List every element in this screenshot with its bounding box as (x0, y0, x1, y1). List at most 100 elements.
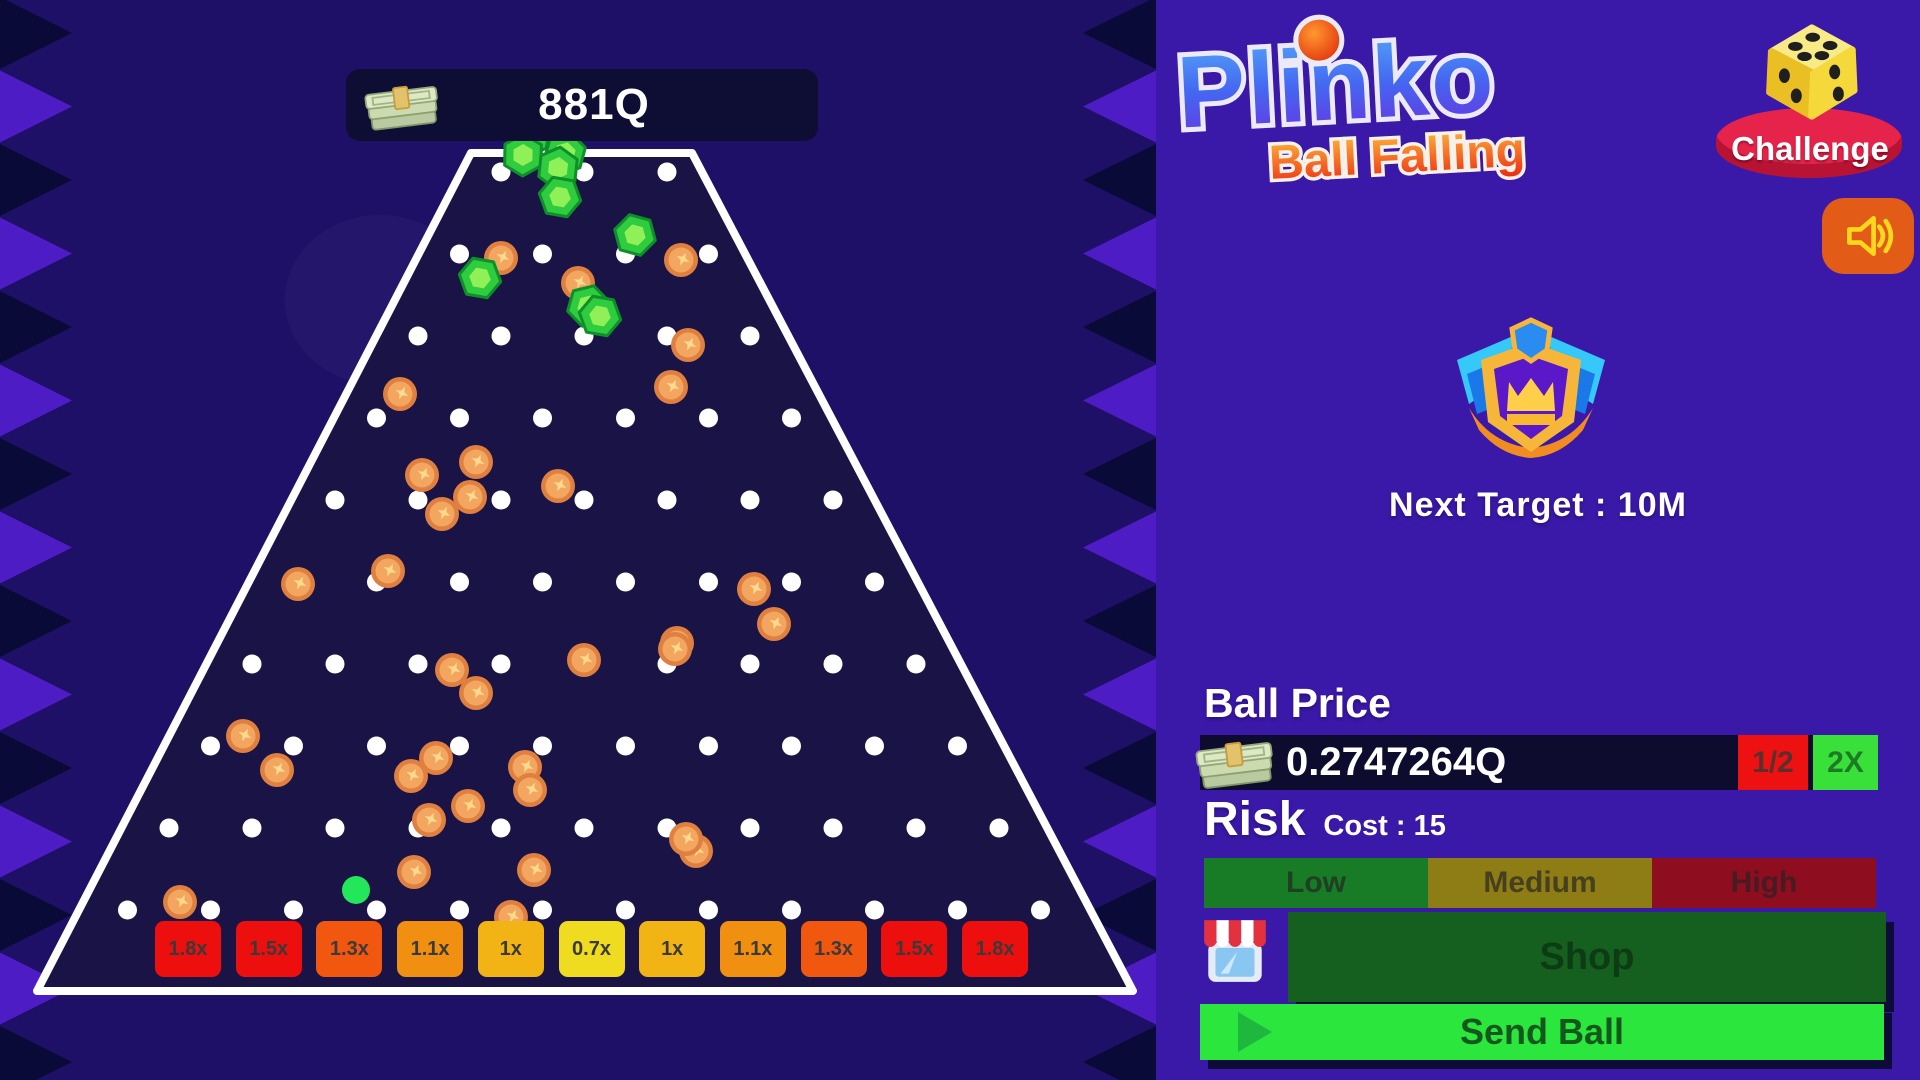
peg (989, 818, 1009, 838)
peg (782, 900, 801, 920)
coin (397, 855, 431, 889)
peg (201, 736, 220, 756)
risk-option-high[interactable]: High (1652, 858, 1876, 908)
shop-button[interactable]: Shop (1288, 912, 1886, 1002)
coin (658, 632, 692, 666)
risk-option-low[interactable]: Low (1204, 858, 1428, 908)
peg (450, 244, 469, 264)
multiplier-slot-2-1.3x: 1.3x (316, 921, 383, 977)
ball-price-bar: 0.2747264Q 1/2 2X (1195, 735, 1878, 790)
peg (574, 490, 594, 510)
game-area: 881Q 1.8x 1.5x 1.3x 1.1x 1x 0.7x 1x 1.1x 1.3x 1.5… (0, 0, 1156, 1080)
peg (533, 572, 552, 592)
coin (459, 445, 493, 479)
peg (699, 900, 718, 920)
peg (948, 900, 967, 920)
gem (503, 132, 543, 178)
multiplier-slot-0-1.8x: 1.8x (155, 921, 221, 977)
peg (242, 654, 262, 674)
gem (457, 256, 503, 300)
coin (517, 853, 551, 887)
coin (669, 822, 703, 856)
dice-icon (1766, 24, 1858, 120)
coin (383, 377, 417, 411)
peg (201, 900, 220, 920)
peg-grid (118, 162, 1050, 920)
speaker-icon (1847, 215, 1894, 257)
game-logo: Plinko Ball Falling (1170, 14, 1530, 193)
money-value: 881Q (538, 80, 650, 129)
peg (242, 818, 262, 838)
coin (451, 789, 485, 823)
multiplier-slot-5-0.7x: 0.7x (558, 921, 625, 977)
peg (948, 736, 967, 756)
peg (491, 490, 511, 510)
peg (450, 572, 469, 592)
peg (699, 244, 718, 264)
challenge-button[interactable]: Challenge (1714, 14, 1906, 180)
peg (367, 736, 386, 756)
peg (491, 654, 511, 674)
peg (740, 654, 760, 674)
peg (823, 818, 843, 838)
cash-stack-icon (1195, 741, 1273, 789)
coin (405, 458, 439, 492)
next-target-label: Next Target : 10M (1389, 486, 1687, 524)
coin (453, 480, 487, 514)
peg (574, 818, 594, 838)
peg (284, 736, 303, 756)
peg (657, 490, 677, 510)
zigzag-decor (0, 0, 1156, 1080)
peg (657, 162, 677, 182)
peg (367, 408, 386, 428)
peg (450, 736, 469, 756)
send-ball-label: Send Ball (1459, 1011, 1625, 1052)
coin (737, 572, 771, 606)
peg (450, 408, 469, 428)
peg (491, 818, 511, 838)
peg (408, 490, 428, 510)
side-panel: Plinko Ball Falling (1156, 0, 1920, 1080)
peg (367, 900, 386, 920)
coin (260, 753, 294, 787)
peg (782, 736, 801, 756)
multiplier-slot-10-1.8x: 1.8x (962, 921, 1028, 977)
coin (654, 370, 688, 404)
risk-option-medium[interactable]: Medium (1428, 858, 1652, 908)
peg (865, 900, 884, 920)
peg (1031, 900, 1050, 920)
multiplier-slot-3-1.1x: 1.1x (397, 921, 464, 977)
plinko-board-canvas (0, 0, 1156, 1080)
sound-button[interactable] (1822, 198, 1914, 274)
gem (537, 175, 583, 219)
risk-heading: Risk (1204, 793, 1306, 846)
peg (325, 818, 345, 838)
peg (616, 900, 635, 920)
peg (533, 736, 552, 756)
peg (906, 654, 926, 674)
peg (699, 408, 718, 428)
peg (533, 244, 552, 264)
ball-price-heading: Ball Price (1204, 680, 1391, 726)
storefront-icon (1204, 920, 1266, 982)
cash-stack-icon (364, 85, 438, 131)
peg (533, 408, 552, 428)
peg (616, 736, 635, 756)
peg (699, 572, 718, 592)
money-display: 881Q (346, 69, 818, 141)
rank-badge-icon (1457, 317, 1605, 458)
gem (613, 213, 657, 257)
peg (408, 326, 428, 346)
multiplier-row: 1.8x 1.5x 1.3x 1.1x 1x 0.7x 1x 1.1x 1.3x 1.5x 1.8x (155, 921, 1028, 977)
peg (740, 818, 760, 838)
ball-price-value: 0.2747264Q (1286, 740, 1507, 784)
coin (371, 554, 405, 588)
send-ball-button[interactable]: Send Ball (1200, 1004, 1884, 1060)
multiplier-slot-7-1.1x: 1.1x (719, 921, 786, 977)
peg (284, 900, 303, 920)
double-price-button[interactable]: 2X (1813, 735, 1878, 790)
half-price-button[interactable]: 1/2 (1738, 735, 1808, 790)
risk-cost-label: Cost : 15 (1323, 810, 1446, 842)
multiplier-slot-8-1.3x: 1.3x (800, 921, 867, 977)
peg (325, 490, 345, 510)
